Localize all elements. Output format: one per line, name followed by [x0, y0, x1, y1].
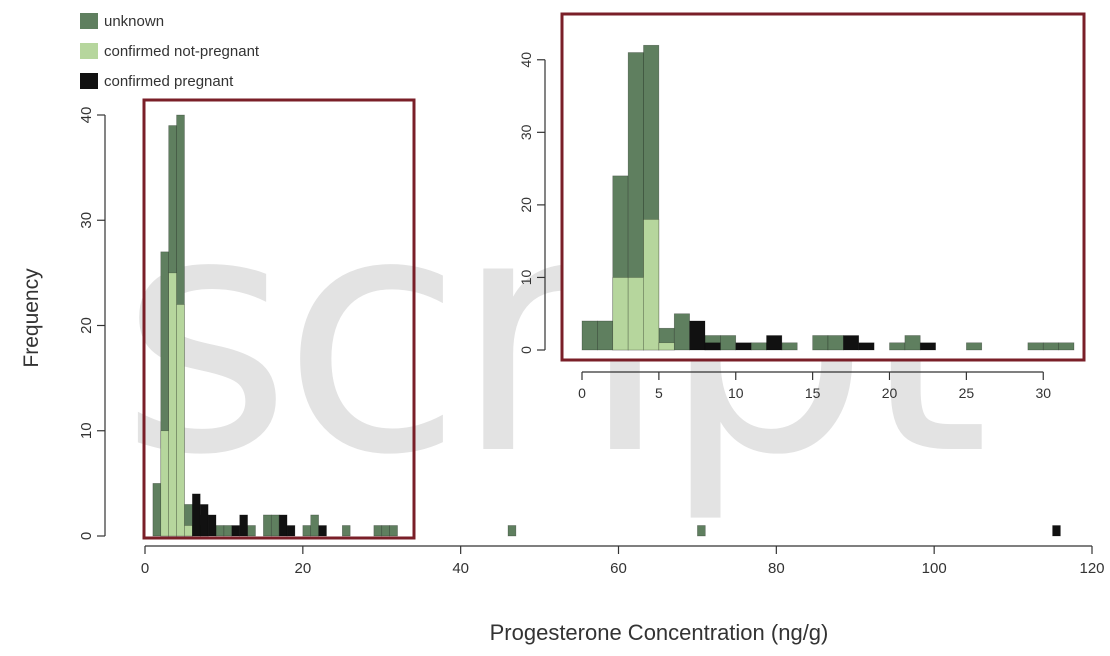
main-y-tick-label-1: 10 — [78, 422, 95, 439]
inset-y-tick-label-0: 0 — [518, 346, 534, 354]
main-bar-unknown-18 — [507, 525, 517, 537]
inset-y-tick-label-3: 30 — [518, 124, 534, 140]
legend: unknown confirmed not-pregnant confirmed… — [80, 6, 259, 96]
main-bar-unknown-19 — [697, 525, 706, 537]
inset-bar-not-pregnant-0 — [612, 277, 629, 351]
inset-bar-not-pregnant-3 — [658, 342, 675, 351]
main-y-tick-label-4: 40 — [78, 107, 95, 124]
inset-x-tick-label-5: 25 — [959, 385, 975, 401]
main-bar-pregnant-5 — [278, 514, 288, 537]
legend-item-pregnant: confirmed pregnant — [80, 66, 259, 96]
main-bar-unknown-15 — [373, 525, 383, 537]
main-bar-pregnant-0 — [192, 493, 201, 537]
main-bar-pregnant-3 — [231, 525, 241, 537]
inset-bar-pregnant-6 — [919, 342, 936, 351]
inset-bar-unknown-1 — [597, 320, 614, 351]
inset-bar-unknown-11 — [812, 335, 829, 351]
main-x-tick-label-2: 40 — [452, 560, 469, 577]
main-bar-pregnant-7 — [318, 525, 327, 537]
inset-histogram: 0 5 10 15 20 25 30 0 10 20 30 40 — [518, 12, 1086, 401]
zoom-region-box — [142, 98, 416, 540]
inset-bar-unknown-0 — [581, 320, 598, 351]
main-bar-not-pregnant-1 — [168, 272, 177, 537]
legend-swatch-unknown — [80, 13, 98, 29]
main-y-tick-label-2: 20 — [78, 317, 95, 334]
main-bar-unknown-8 — [223, 525, 233, 537]
inset-bar-unknown-14 — [904, 335, 921, 351]
legend-item-not-pregnant: confirmed not-pregnant — [80, 36, 259, 66]
main-bar-not-pregnant-3 — [184, 525, 193, 537]
inset-bar-unknown-16 — [1027, 342, 1044, 351]
legend-label-pregnant: confirmed pregnant — [104, 72, 234, 90]
legend-swatch-not-pregnant — [80, 43, 98, 59]
main-bar-unknown-10 — [263, 514, 272, 537]
inset-bar-unknown-9 — [750, 342, 767, 351]
inset-x-tick-label-0: 0 — [578, 385, 586, 401]
inset-bar-pregnant-4 — [843, 335, 860, 351]
inset-bar-not-pregnant-2 — [643, 219, 660, 351]
main-y-tick-label-3: 30 — [78, 212, 95, 229]
inset-x-tick-label-4: 20 — [882, 385, 898, 401]
main-bar-unknown-13 — [310, 514, 319, 537]
main-x-tick-label-1: 20 — [294, 560, 311, 577]
inset-bar-unknown-13 — [889, 342, 906, 351]
inset-bar-pregnant-3 — [766, 335, 783, 351]
main-bar-unknown-0 — [152, 483, 162, 537]
inset-bar-unknown-12 — [827, 335, 844, 351]
main-x-tick-label-5: 100 — [922, 560, 947, 577]
main-bar-pregnant-4 — [239, 514, 248, 537]
inset-bar-unknown-17 — [1042, 342, 1059, 351]
legend-label-not-pregnant: confirmed not-pregnant — [104, 42, 260, 60]
inset-bar-pregnant-2 — [735, 342, 752, 351]
inset-bar-pregnant-1 — [704, 342, 721, 351]
main-bar-not-pregnant-2 — [176, 304, 185, 537]
main-bar-pregnant-8 — [1052, 525, 1061, 537]
main-bar-pregnant-2 — [207, 514, 217, 537]
main-bar-unknown-11 — [270, 514, 280, 537]
legend-label-unknown: unknown — [104, 12, 165, 30]
main-bar-not-pregnant-0 — [160, 430, 169, 537]
inset-y-tick-label-2: 20 — [518, 197, 534, 213]
main-bar-pregnant-1 — [199, 504, 209, 537]
main-bar-unknown-7 — [215, 525, 225, 537]
inset-bar-unknown-6 — [673, 313, 690, 351]
inset-y-tick-label-4: 40 — [518, 52, 534, 68]
main-x-tick-label-3: 60 — [610, 560, 627, 577]
main-bar-unknown-16 — [381, 525, 390, 537]
main-x-tick-label-6: 120 — [1079, 560, 1104, 577]
inset-bar-not-pregnant-1 — [627, 277, 644, 351]
inset-bar-unknown-10 — [781, 342, 798, 351]
inset-x-tick-label-2: 10 — [728, 385, 744, 401]
main-x-tick-label-0: 0 — [141, 560, 149, 577]
inset-x-tick-label-1: 5 — [655, 385, 663, 401]
inset-bar-pregnant-5 — [858, 342, 875, 351]
main-y-tick-label-0: 0 — [78, 532, 95, 540]
main-bar-pregnant-6 — [286, 525, 296, 537]
main-x-tick-label-4: 80 — [768, 560, 785, 577]
inset-bar-unknown-15 — [966, 342, 983, 351]
inset-x-tick-label-6: 30 — [1035, 385, 1051, 401]
y-axis-title: Frequency — [20, 268, 43, 368]
legend-swatch-pregnant — [80, 73, 98, 89]
main-bar-unknown-14 — [341, 525, 351, 537]
legend-item-unknown: unknown — [80, 6, 259, 36]
inset-bar-unknown-8 — [720, 335, 737, 351]
inset-bar-unknown-18 — [1058, 342, 1075, 351]
main-bar-unknown-17 — [389, 525, 398, 537]
main-bar-unknown-9 — [247, 525, 256, 537]
inset-bar-pregnant-0 — [689, 320, 706, 351]
x-axis-title: Progesterone Concentration (ng/g) — [490, 620, 829, 645]
inset-y-tick-label-1: 10 — [518, 269, 534, 285]
main-bar-unknown-12 — [302, 525, 312, 537]
inset-x-tick-label-3: 15 — [805, 385, 821, 401]
